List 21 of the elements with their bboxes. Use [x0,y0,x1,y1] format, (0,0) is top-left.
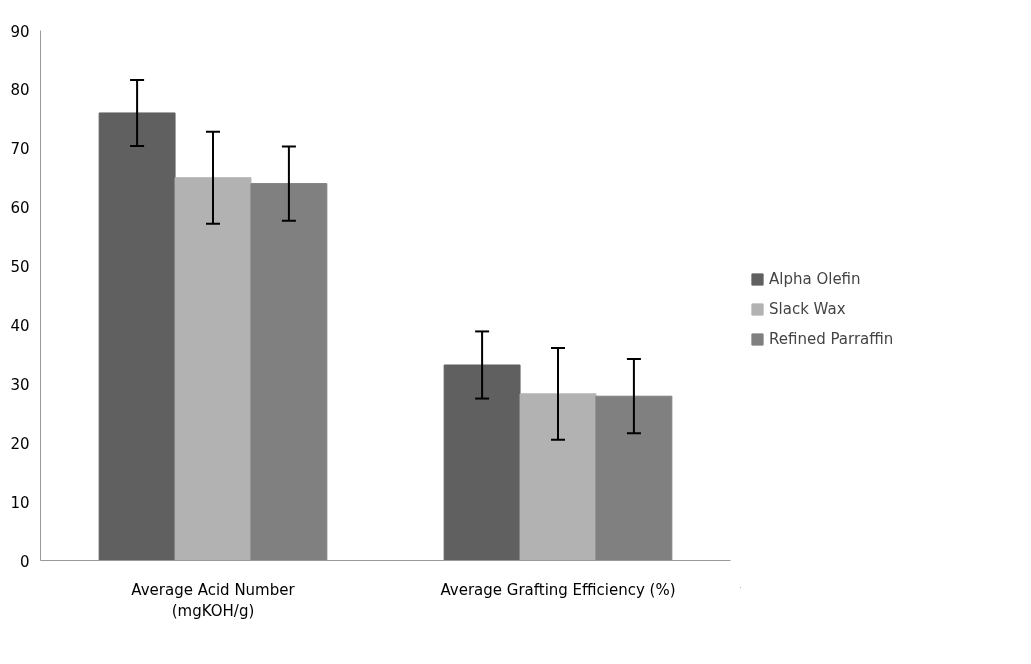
y-tick-label: 0 [19,552,30,571]
bar [443,364,521,561]
y-tick-label: 90 [10,22,30,41]
bar [98,112,176,561]
y-tick-label: 20 [10,434,30,453]
legend-label: Alpha Olefin [769,269,861,288]
x-tick-label: Average Grafting Efficiency (%) [440,580,676,599]
bar [174,177,252,561]
y-tick-label: 30 [10,375,30,394]
bar [519,393,597,561]
legend-label: Slack Wax [769,299,846,318]
legend-label: Refined Parraffin [769,329,894,348]
y-tick-label: 80 [10,81,30,100]
bar [250,183,328,561]
y-tick-label: 10 [10,493,30,512]
y-tick-label: 50 [10,258,30,277]
y-tick-label: 60 [10,199,30,218]
x-tick-label: Average Acid Number (mgKOH/g) [131,580,296,621]
y-tick-label: 70 [10,140,30,159]
bar [595,395,673,561]
y-tick-label: 40 [10,316,30,335]
